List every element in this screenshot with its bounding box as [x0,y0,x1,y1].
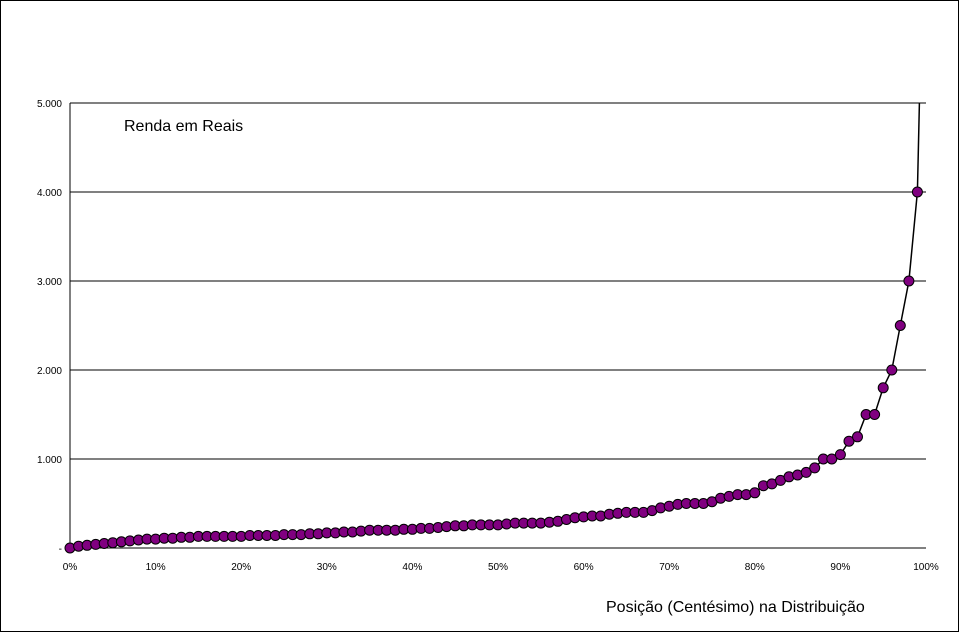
data-point [809,462,821,474]
x-axis-label: Posição (Centésimo) na Distribuição [606,599,865,616]
y-tick-label: - [59,544,62,555]
y-tick-label: 1.000 [37,455,62,466]
data-point [886,364,898,376]
x-tick-label: 60% [574,562,594,573]
grid-lines [69,102,926,549]
x-tick-label: 70% [659,562,679,573]
x-tick-label: 100% [913,562,939,573]
data-point [843,435,855,447]
y-tick-label: 4.000 [37,188,62,199]
x-axis-ticks: 0% 10% 20% 30% 40% 50% 60% 70% 80% 90% 100% [63,562,939,573]
data-point [877,382,889,394]
y-tick-label: 2.000 [37,366,62,377]
x-tick-label: 20% [231,562,251,573]
x-tick-label: 80% [745,562,765,573]
data-point [869,409,881,420]
data-point [800,466,812,478]
data-point [903,275,915,287]
x-tick-label: 40% [402,562,422,573]
data-point [826,453,838,465]
data-point [852,431,863,443]
data-point [911,186,923,198]
data-point [834,449,846,461]
x-tick-label: 10% [146,562,166,573]
x-tick-label: 90% [830,562,850,573]
series-label: Renda em Reais [124,118,243,135]
series-markers [64,186,923,554]
y-tick-label: 3.000 [37,277,62,288]
data-point [894,320,906,331]
data-point [749,487,761,499]
x-tick-label: 50% [488,562,508,573]
x-tick-label: 0% [63,562,78,573]
x-tick-label: 30% [317,562,337,573]
y-tick-label: 5.000 [37,99,62,110]
y-axis-ticks: - 1.000 2.000 3.000 4.000 5.000 [37,99,62,555]
